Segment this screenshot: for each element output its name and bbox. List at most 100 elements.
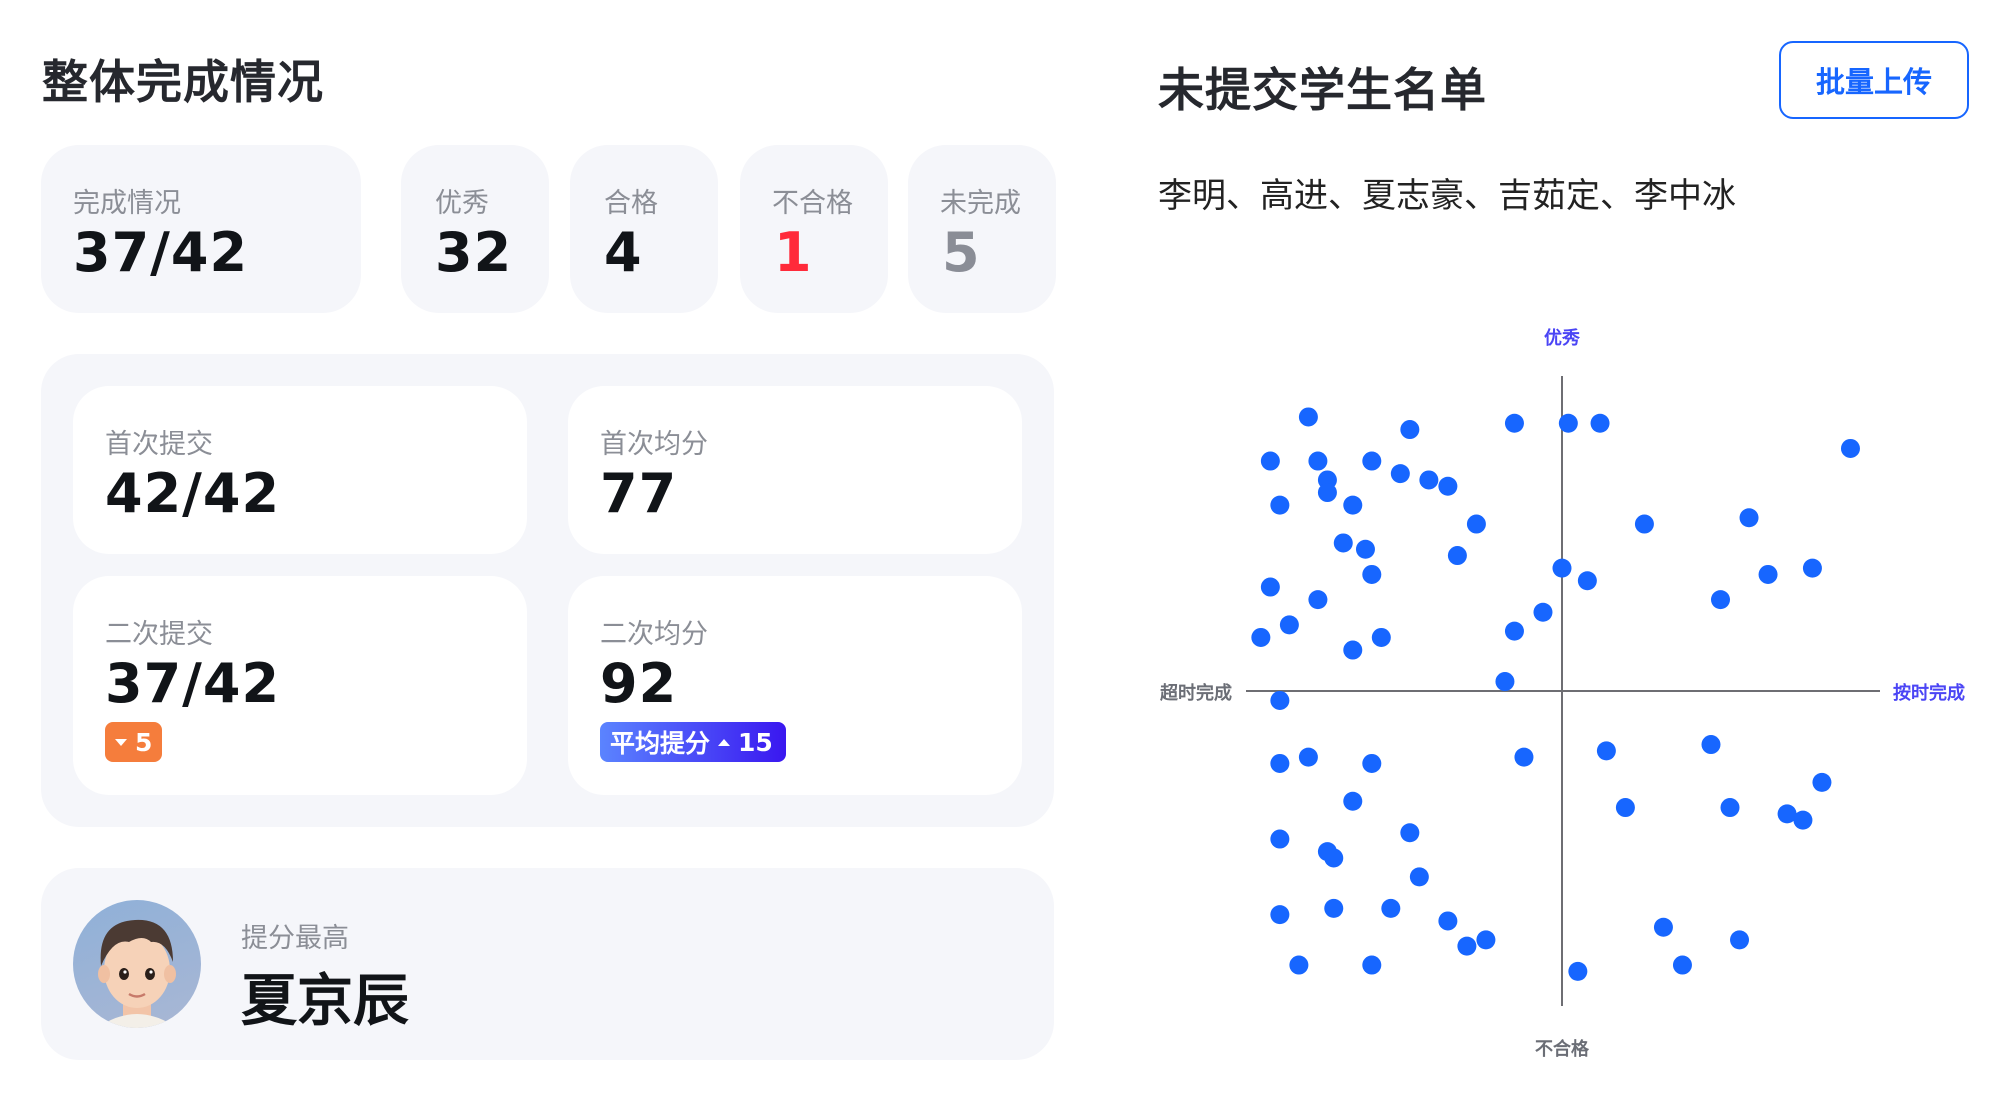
second-submit-label: 二次提交: [105, 619, 213, 650]
first-avg-card: 首次均分 77: [568, 386, 1022, 554]
scatter-point: [1362, 753, 1382, 773]
stat-card-pass: 合格 4: [570, 145, 718, 313]
axis-label-bottom: 不合格: [1535, 1039, 1589, 1060]
scatter-point: [1419, 470, 1439, 490]
first-submit-card: 首次提交 42/42: [73, 386, 527, 554]
scatter-point: [1324, 898, 1344, 918]
scatter-point: [1552, 558, 1572, 578]
axis-label-right: 按时完成: [1893, 683, 1965, 704]
caret-up-icon: [718, 738, 731, 746]
scatter-point: [1400, 823, 1420, 843]
second-submit-card: 二次提交 37/42 5: [73, 576, 527, 795]
scatter-point: [1343, 640, 1363, 660]
scatter-point: [1333, 533, 1353, 553]
top-improver-name: 夏京辰: [241, 969, 409, 1034]
scatter-point: [1390, 464, 1410, 484]
scatter-point: [1590, 413, 1610, 433]
scatter-point: [1381, 898, 1401, 918]
scatter-point: [1568, 961, 1588, 981]
scatter-point: [1270, 829, 1290, 849]
scatter-point: [1317, 483, 1337, 503]
scatter-point: [1802, 558, 1822, 578]
scatter-point: [1298, 407, 1318, 427]
stat-value: 37/42: [73, 221, 249, 284]
scatter-point: [1672, 955, 1692, 975]
scatter-point: [1270, 905, 1290, 925]
scatter-point: [1308, 590, 1328, 610]
scatter-point: [1730, 930, 1750, 950]
scatter-point: [1504, 621, 1524, 641]
scatter-point: [1840, 438, 1860, 458]
scatter-point: [1438, 476, 1458, 496]
scatter-point: [1260, 577, 1280, 597]
scatter-point: [1362, 451, 1382, 471]
overall-title: 整体完成情况: [42, 55, 324, 109]
top-improver-card: 提分最高 夏京辰: [41, 868, 1054, 1060]
scatter-point: [1739, 508, 1759, 528]
axis-label-top: 优秀: [1544, 328, 1580, 349]
scatter-point: [1362, 564, 1382, 584]
stat-value: 1: [774, 221, 813, 284]
first-avg-value: 77: [600, 462, 678, 525]
decrease-badge: 5: [105, 722, 163, 762]
scatter-point: [1457, 936, 1477, 956]
avatar: [73, 900, 201, 1028]
stat-label: 完成情况: [73, 188, 181, 219]
scatter-point: [1343, 495, 1363, 515]
scatter-point: [1270, 495, 1290, 515]
stat-card-incomplete: 未完成 5: [908, 145, 1056, 313]
scatter-point: [1308, 451, 1328, 471]
scatter-point: [1409, 867, 1429, 887]
scatter-point: [1298, 747, 1318, 767]
scatter-point: [1615, 798, 1635, 818]
scatter-point: [1270, 753, 1290, 773]
scatter-point: [1711, 590, 1730, 610]
scatter-point: [1533, 602, 1553, 622]
scatter-point: [1251, 627, 1271, 647]
stat-card-excellent: 优秀 32: [401, 145, 549, 313]
first-submit-value: 42/42: [105, 462, 281, 525]
stat-card-fail: 不合格 1: [740, 145, 888, 313]
scatter-point: [1634, 514, 1654, 534]
improvement-label: 平均提分: [610, 729, 711, 758]
first-submit-label: 首次提交: [105, 429, 213, 460]
scatter-point: [1279, 615, 1299, 635]
scatter-point: [1362, 955, 1382, 975]
scatter-point: [1260, 451, 1280, 471]
scatter-point: [1495, 672, 1515, 692]
scatter-point: [1653, 917, 1673, 937]
unsubmitted-title: 未提交学生名单: [1158, 63, 1487, 117]
scatter-point: [1447, 546, 1467, 566]
stat-value: 32: [435, 221, 513, 284]
scatter-point: [1324, 848, 1344, 868]
scatter-point: [1596, 741, 1616, 761]
scatter-point: [1558, 413, 1578, 433]
scatter-point: [1777, 804, 1797, 824]
scatter-point: [1758, 564, 1778, 584]
stat-label: 优秀: [435, 188, 489, 219]
caret-down-icon: [115, 738, 127, 746]
scatter-point: [1812, 772, 1832, 792]
stat-value: 4: [604, 221, 643, 284]
scatter-point: [1476, 930, 1496, 950]
scatter-point: [1720, 798, 1740, 818]
avg-improvement-badge: 平均提分 15: [600, 722, 786, 762]
second-avg-card: 二次均分 92 平均提分 15: [568, 576, 1022, 795]
decrease-value: 5: [135, 727, 153, 757]
stat-label: 合格: [604, 188, 658, 219]
batch-upload-button[interactable]: 批量上传: [1779, 41, 1969, 119]
scatter-point: [1400, 420, 1420, 440]
stat-label: 未完成: [940, 188, 1021, 219]
stat-value: 5: [942, 221, 981, 284]
first-avg-label: 首次均分: [600, 429, 708, 460]
second-avg-value: 92: [600, 652, 678, 715]
scatter-point: [1466, 514, 1486, 534]
scatter-point: [1793, 810, 1813, 830]
second-avg-label: 二次均分: [600, 619, 708, 650]
scatter-point: [1577, 571, 1597, 591]
improvement-value: 15: [738, 727, 773, 757]
second-submit-value: 37/42: [105, 652, 281, 715]
scatter-point: [1701, 735, 1721, 755]
unsubmitted-names: 李明、高进、夏志豪、吉茹定、李中冰: [1158, 176, 1736, 216]
